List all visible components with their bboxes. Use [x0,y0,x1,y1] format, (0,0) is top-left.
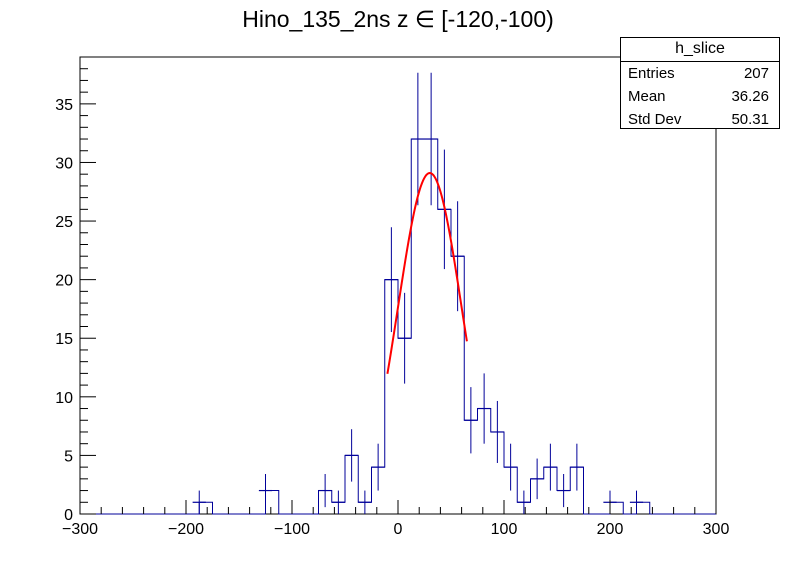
histogram-outline [80,138,716,515]
x-tick-label: −100 [274,521,310,538]
stats-value: 36.26 [731,88,769,105]
x-tick-label: 100 [491,521,518,538]
stats-row-mean: Mean 36.26 [621,85,779,108]
x-tick-label: 300 [703,521,730,538]
stats-key: Entries [628,65,675,82]
stats-title: h_slice [621,38,779,62]
y-tick-label: 10 [55,390,73,407]
y-tick-label: 15 [55,331,73,348]
fit-curve [386,172,468,374]
x-tick-label: −300 [62,521,98,538]
y-tick-label: 30 [55,155,73,172]
y-tick-label: 20 [55,273,73,290]
stats-row-entries: Entries 207 [621,62,779,85]
stats-row-stddev: Std Dev 50.31 [621,108,779,131]
stats-key: Mean [628,88,666,105]
stats-box: h_slice Entries 207 Mean 36.26 Std Dev 5… [620,37,780,129]
stats-value: 50.31 [731,111,769,128]
stats-value: 207 [743,65,769,82]
x-tick-label: 200 [597,521,624,538]
y-tick-label: 35 [55,97,73,114]
stats-key: Std Dev [628,111,682,128]
y-tick-label: 5 [64,448,73,465]
y-tick-label: 0 [64,507,73,524]
x-tick-label: 0 [394,521,403,538]
chart-title: Hino_135_2ns z ∈ [-120,-100) [242,6,554,32]
y-tick-label: 25 [55,214,73,231]
x-tick-label: −200 [168,521,204,538]
